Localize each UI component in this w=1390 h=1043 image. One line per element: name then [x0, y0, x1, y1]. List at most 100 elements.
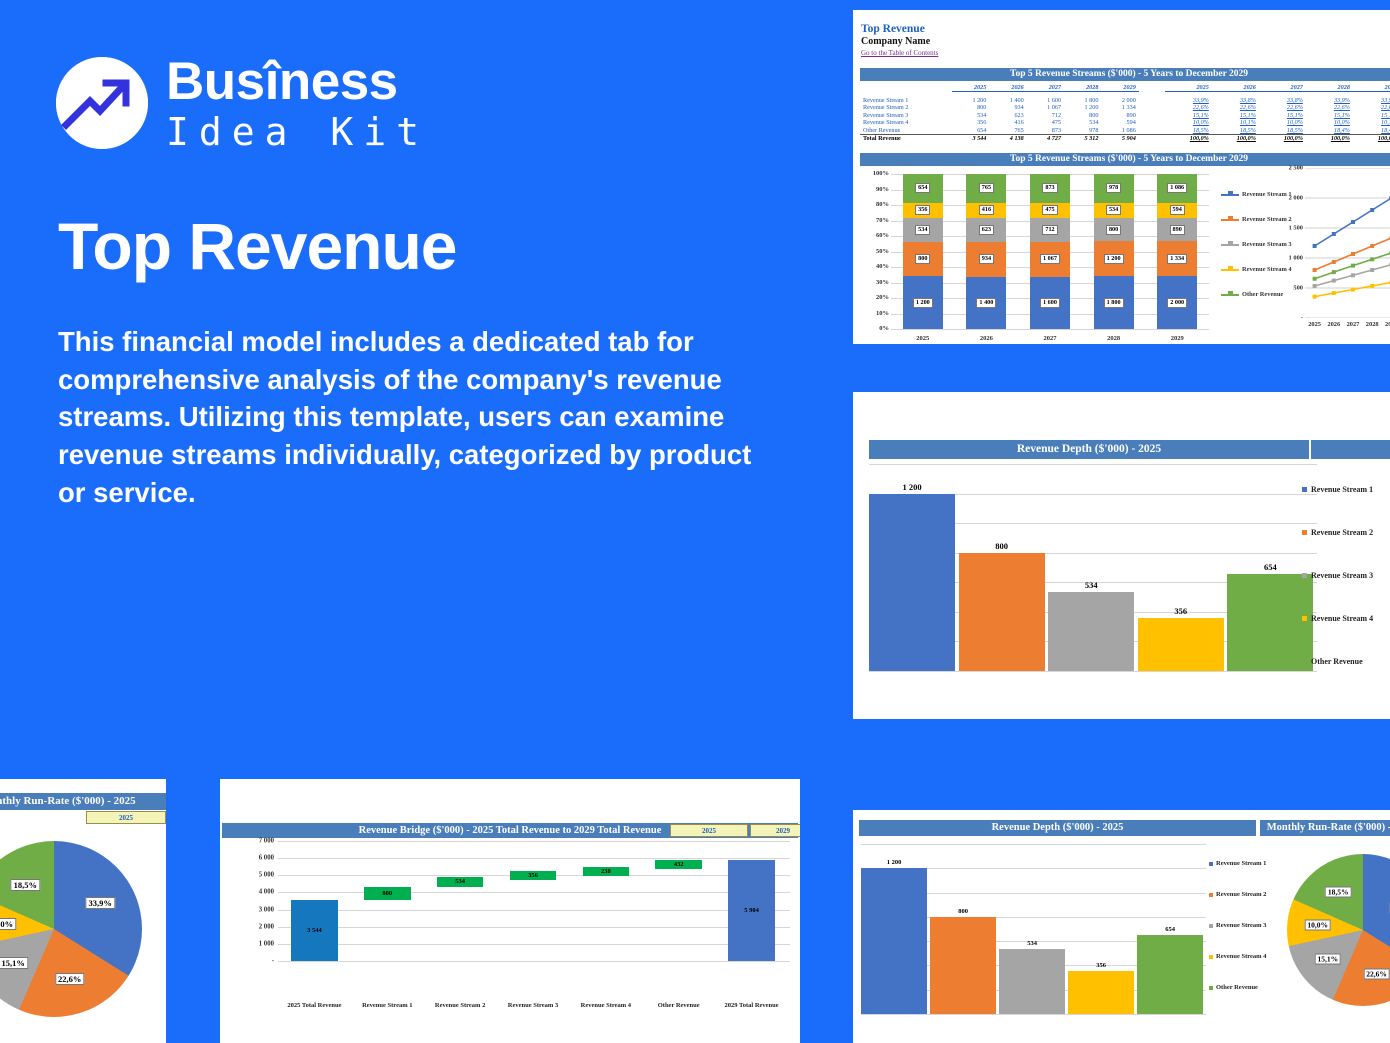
- table-body: 2025202620272028202920252026202720282029…: [860, 84, 1390, 142]
- y-tick-label: 70%: [876, 216, 889, 224]
- table-of-contents-link[interactable]: Go to the Table of Contents: [861, 49, 939, 57]
- legend-item: Revenue Stream 3: [1221, 232, 1303, 257]
- gridline: [278, 858, 790, 860]
- bar: [1048, 592, 1135, 671]
- bar-value-label: 534: [1084, 580, 1098, 591]
- legend-swatch: [1209, 985, 1213, 990]
- gridline: [869, 464, 1317, 465]
- legend-item: Revenue Stream 1: [1209, 848, 1269, 879]
- y-tick-label: 1 000: [258, 940, 274, 948]
- bar-value-label: 654: [1264, 562, 1277, 573]
- legend-label: Revenue Stream 4: [1216, 953, 1267, 960]
- bar: [1137, 934, 1204, 1014]
- total-label: Total Revenue: [860, 133, 952, 142]
- segment-value-label: 475: [1042, 205, 1058, 216]
- legend-marker: [1221, 291, 1239, 296]
- line-marker: [1331, 259, 1336, 264]
- y-tick-label: 5 000: [258, 871, 274, 879]
- worksheet-header: Top Revenue Company Name Go to the Table…: [853, 10, 1390, 57]
- bar-value-label: 238: [600, 868, 611, 876]
- row-label: Revenue Stream 3: [863, 111, 909, 119]
- year-header-left-2028: 2028: [1064, 84, 1102, 92]
- brand-wordmark: Busîness Idea Kit: [166, 55, 429, 151]
- slicer-2025-left[interactable]: 2025: [86, 811, 166, 824]
- table-row: Other Revenue 654 765 873 978 1 086 18,5% 18,5%…: [860, 126, 1390, 135]
- pie-slice-label: 10,0%: [0, 917, 17, 930]
- gridline: [278, 961, 790, 962]
- legend-swatch: [1302, 573, 1307, 578]
- legend-item: Revenue Stream 2: [1209, 879, 1269, 910]
- y-tick-label: 80%: [876, 201, 889, 208]
- bottom-right-combo-panel: Revenue Depth ($'000) - 2025 Monthly Run…: [853, 810, 1390, 1043]
- legend-item: Revenue Stream 3: [1302, 554, 1388, 597]
- y-tick-label: 2 500: [1288, 164, 1303, 172]
- stack-segment: 800: [902, 241, 943, 277]
- x-tick-label: 2027: [1346, 321, 1360, 328]
- row-label: Revenue Stream 4: [863, 119, 909, 127]
- x-tick-label: 2026: [1327, 321, 1341, 328]
- gridline: [861, 941, 1206, 943]
- bar: [869, 493, 956, 671]
- pie-slice-label: 15,1%: [0, 956, 28, 969]
- line-marker: [1370, 283, 1375, 288]
- legend-label: Revenue Stream 1: [1216, 860, 1267, 867]
- x-tick-label: 2029 Total Revenue: [724, 1002, 779, 1009]
- revenue-bridge-panel: Revenue Bridge ($'000) - 2025 Total Reve…: [220, 779, 800, 1043]
- bar: [999, 949, 1066, 1014]
- segment-value-label: 873: [1042, 183, 1058, 194]
- pie-slice-label: 18,5%: [10, 878, 40, 891]
- x-tick-label: Revenue Stream 1: [362, 1002, 413, 1009]
- segment-value-label: 1 067: [1040, 254, 1060, 265]
- segment-value-label: 654: [915, 183, 931, 194]
- monthly-run-rate-pie-right: 33,9%22,6%15,1%10,0%18,5%: [1287, 854, 1390, 1006]
- y-tick-label: 100%: [872, 170, 889, 177]
- waterfall-delta-bar: 534: [436, 877, 484, 887]
- pie-slice-label: 22,6%: [54, 973, 85, 986]
- legend-item: Revenue Stream 1: [1302, 468, 1388, 511]
- revenue-depth-panel: Revenue Depth ($'000) - 2025 1 200 800 534…: [853, 392, 1390, 719]
- bar-value-label: 1 200: [886, 859, 902, 867]
- x-tick-label: 2029: [1170, 335, 1184, 342]
- y-tick-label: 40%: [876, 263, 889, 270]
- legend-marker: [1221, 191, 1239, 196]
- y-tick-label: 0%: [879, 325, 889, 332]
- legend-swatch: [1302, 659, 1307, 664]
- table-total-row: Total Revenue 3 544 4 138 4 727 5 312 5 904 10…: [860, 133, 1390, 142]
- gridline: [278, 841, 790, 842]
- legend-item: Other Revenue: [1221, 282, 1303, 307]
- legend-swatch: [1302, 487, 1307, 492]
- segment-value-label: 356: [915, 205, 931, 216]
- year-header-right-2028: 2028: [1305, 84, 1353, 92]
- line-marker: [1351, 251, 1355, 256]
- line-marker: [1370, 268, 1375, 272]
- y-tick-label: 10%: [876, 309, 889, 317]
- bar-value-label: 356: [528, 872, 538, 880]
- segment-value-label: 1 800: [1103, 297, 1124, 308]
- legend-label: Revenue Stream 3: [1216, 922, 1267, 929]
- segment-value-label: 534: [1105, 205, 1122, 216]
- legend-marker: [1221, 216, 1239, 221]
- bar-value-label: 5 904: [744, 906, 759, 914]
- bar: [1068, 970, 1135, 1014]
- brand-name-line1: Busîness: [166, 52, 398, 111]
- bar: [958, 552, 1045, 671]
- line-marker: [1312, 268, 1317, 272]
- line-marker: [1331, 270, 1336, 275]
- segment-value-label: 1 600: [1040, 297, 1060, 308]
- table-row: Revenue Stream 3 534 623 712 800 890 15,1% 15,1…: [860, 112, 1390, 120]
- legend-label: Revenue Stream 4: [1311, 614, 1374, 623]
- stack-segment: 1 600: [1030, 276, 1070, 329]
- legend-swatch: [1209, 954, 1213, 959]
- line-marker: [1312, 294, 1317, 299]
- legend-marker: [1221, 241, 1239, 246]
- legend-label: Revenue Stream 2: [1311, 528, 1374, 537]
- gridline: [861, 892, 1206, 894]
- bar-value-label: 1 200: [902, 481, 922, 492]
- line-marker: [1312, 244, 1317, 248]
- line-marker: [1331, 232, 1336, 236]
- stack-segment: 654: [902, 174, 943, 203]
- slicer-2025-bridge[interactable]: 2025: [670, 824, 748, 837]
- slicer-2029-bridge[interactable]: 2029: [750, 824, 800, 837]
- revenue-depth-title: Revenue Depth ($'000) - 2025: [869, 440, 1309, 459]
- y-tick-label: -: [1300, 314, 1303, 322]
